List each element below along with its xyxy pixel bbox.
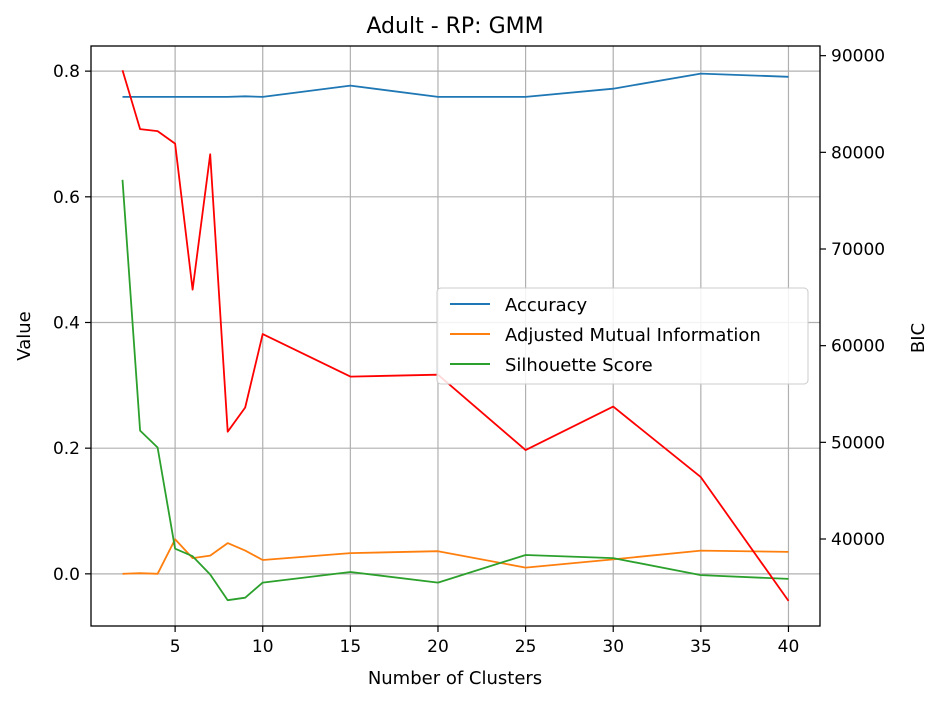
series-line-accuracy xyxy=(122,72,789,98)
legend-label-accuracy: Accuracy xyxy=(505,295,588,316)
legend-label-ami: Adjusted Mutual Information xyxy=(505,325,761,346)
y2-tick-label: 40000 xyxy=(831,530,885,550)
x-tick-label: 35 xyxy=(690,637,712,657)
x-axis-label: Number of Clusters xyxy=(368,668,542,689)
series-line-bic xyxy=(121,69,790,602)
y2-tick-label: 80000 xyxy=(831,143,885,163)
y2-tick-label: 50000 xyxy=(831,433,885,453)
y2-tick-label: 90000 xyxy=(831,47,885,67)
y-tick-label: 0.8 xyxy=(53,62,80,82)
x-tick-label: 30 xyxy=(602,637,624,657)
y-axis-left: 0.0 0.2 0.4 0.6 0.8 xyxy=(53,62,91,585)
x-tick-label: 15 xyxy=(340,637,362,657)
x-tick-label: 5 xyxy=(170,637,181,657)
x-tick-label: 40 xyxy=(778,637,800,657)
series-lines xyxy=(121,69,790,602)
x-tick-label: 20 xyxy=(427,637,449,657)
y2-tick-label: 70000 xyxy=(831,240,885,260)
y2-axis-label: BIC xyxy=(908,323,929,353)
y-axis-right: 40000 50000 60000 70000 80000 90000 xyxy=(820,47,885,550)
y-tick-label: 0.4 xyxy=(53,313,80,333)
y-tick-label: 0.0 xyxy=(53,565,80,585)
y-axis-label: Value xyxy=(14,311,35,360)
x-tick-label: 25 xyxy=(515,637,537,657)
x-tick-label: 10 xyxy=(252,637,274,657)
legend-label-silhouette: Silhouette Score xyxy=(505,355,653,376)
series-line-adjusted-mutual-information xyxy=(122,538,789,575)
chart-title: Adult - RP: GMM xyxy=(366,14,543,39)
x-axis: 5 10 15 20 25 30 35 40 xyxy=(170,626,800,657)
legend: Accuracy Adjusted Mutual Information Sil… xyxy=(436,287,809,385)
plot-frame xyxy=(90,45,821,627)
y-tick-label: 0.6 xyxy=(53,188,80,208)
y2-tick-label: 60000 xyxy=(831,337,885,357)
series-line-silhouette-score xyxy=(121,179,789,602)
y-tick-label: 0.2 xyxy=(53,439,80,459)
legend-box xyxy=(436,287,809,385)
